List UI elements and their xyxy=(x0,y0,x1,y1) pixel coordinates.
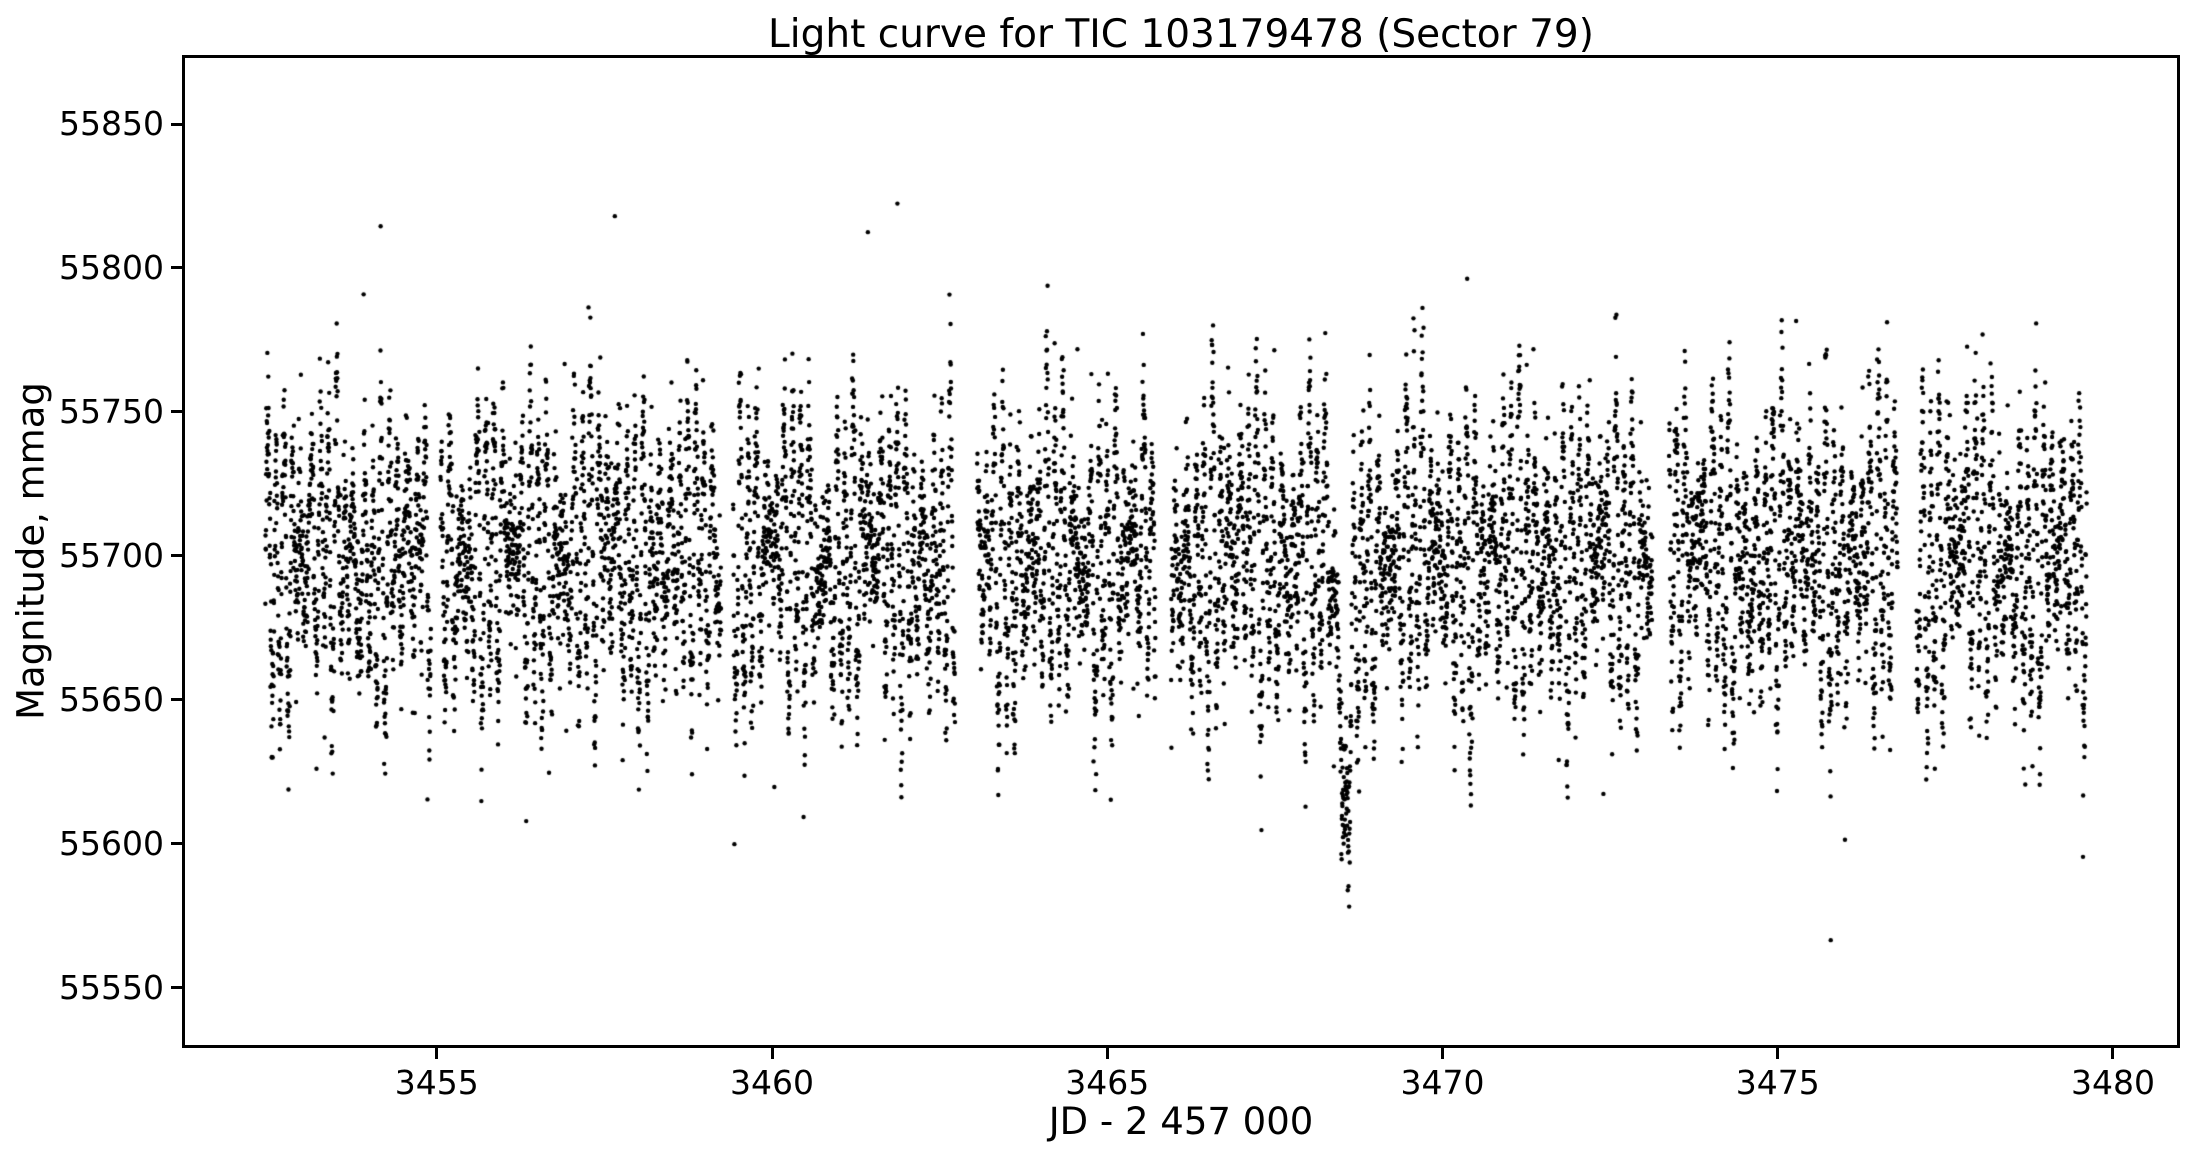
y-tick-mark xyxy=(171,266,182,270)
x-tick-mark xyxy=(770,1048,774,1059)
x-tick-label: 3480 xyxy=(2070,1063,2155,1102)
chart-title: Light curve for TIC 103179478 (Sector 79… xyxy=(768,12,1594,57)
x-tick-label: 3475 xyxy=(1735,1063,1820,1102)
y-tick-label: 55850 xyxy=(59,104,164,144)
y-tick-label: 55800 xyxy=(59,247,164,287)
y-tick-mark xyxy=(171,410,182,414)
scatter-points-canvas xyxy=(185,58,2177,1045)
y-tick-label: 55650 xyxy=(59,679,164,719)
y-tick-mark xyxy=(171,986,182,990)
x-tick-mark xyxy=(1105,1048,1109,1059)
x-tick-mark xyxy=(1776,1048,1780,1059)
x-axis-label: JD - 2 457 000 xyxy=(1048,1100,1314,1143)
y-tick-mark xyxy=(171,122,182,126)
y-tick-label: 55750 xyxy=(59,391,164,431)
plot-area xyxy=(182,55,2180,1048)
x-tick-label: 3460 xyxy=(730,1063,814,1102)
x-tick-mark xyxy=(1440,1048,1444,1059)
y-tick-mark xyxy=(171,842,182,846)
x-tick-label: 3455 xyxy=(394,1063,479,1102)
y-tick-label: 55700 xyxy=(59,535,164,575)
y-tick-mark xyxy=(171,554,182,558)
x-tick-label: 3470 xyxy=(1400,1063,1485,1102)
y-tick-label: 55550 xyxy=(59,967,164,1007)
x-tick-mark xyxy=(435,1048,439,1059)
y-tick-mark xyxy=(171,698,182,702)
x-tick-label: 3465 xyxy=(1065,1063,1150,1102)
y-tick-label: 55600 xyxy=(59,823,164,863)
x-tick-mark xyxy=(2111,1048,2115,1059)
